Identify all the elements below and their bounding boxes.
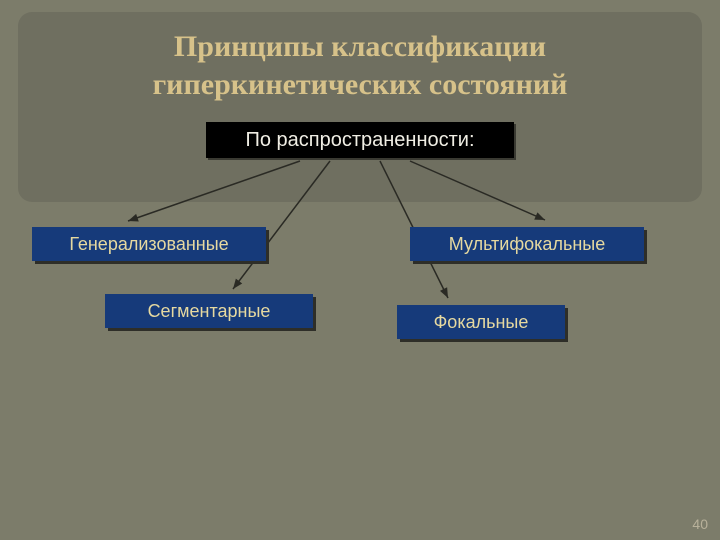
title-panel: Принципы классификации гиперкинетических… <box>18 12 702 202</box>
leaf-box-label: Фокальные <box>434 312 529 333</box>
title-line-2: гиперкинетических состояний <box>153 68 568 101</box>
slide: Принципы классификации гиперкинетических… <box>0 0 720 540</box>
leaf-box-seg: Сегментарные <box>105 294 313 328</box>
root-box-label: По распространенности: <box>245 129 474 152</box>
title-line-1: Принципы классификации <box>174 30 546 63</box>
leaf-box-gen: Генерализованные <box>32 227 266 261</box>
page-number: 40 <box>692 516 708 532</box>
root-box: По распространенности: <box>206 122 514 158</box>
leaf-box-label: Генерализованные <box>69 234 228 255</box>
leaf-box-multi: Мультифокальные <box>410 227 644 261</box>
leaf-box-label: Мультифокальные <box>449 234 605 255</box>
leaf-box-label: Сегментарные <box>148 301 271 322</box>
leaf-box-focal: Фокальные <box>397 305 565 339</box>
